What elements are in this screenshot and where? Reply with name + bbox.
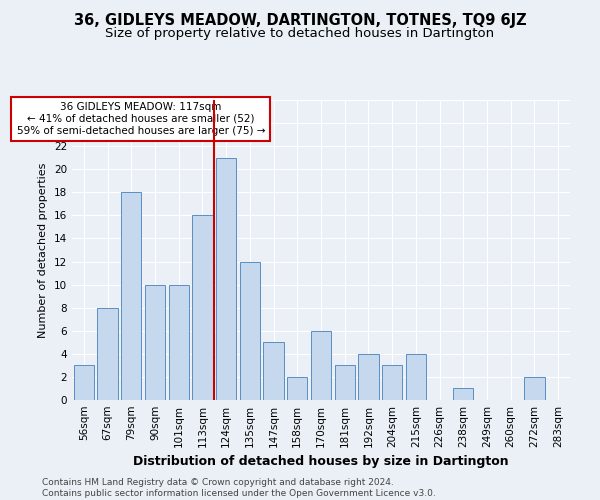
Bar [311,331,331,400]
Bar [240,262,260,400]
Bar [263,342,284,400]
Bar [406,354,426,400]
Bar [97,308,118,400]
Bar [145,284,165,400]
Bar [216,158,236,400]
Text: Contains HM Land Registry data © Crown copyright and database right 2024.
Contai: Contains HM Land Registry data © Crown c… [42,478,436,498]
Bar [193,216,212,400]
Bar [453,388,473,400]
Bar [335,366,355,400]
Bar [169,284,189,400]
X-axis label: Distribution of detached houses by size in Dartington: Distribution of detached houses by size … [133,456,509,468]
Bar [74,366,94,400]
Bar [382,366,402,400]
Bar [358,354,379,400]
Text: 36 GIDLEYS MEADOW: 117sqm
← 41% of detached houses are smaller (52)
59% of semi-: 36 GIDLEYS MEADOW: 117sqm ← 41% of detac… [17,102,265,136]
Bar [121,192,142,400]
Bar [524,377,545,400]
Y-axis label: Number of detached properties: Number of detached properties [38,162,49,338]
Text: 36, GIDLEYS MEADOW, DARTINGTON, TOTNES, TQ9 6JZ: 36, GIDLEYS MEADOW, DARTINGTON, TOTNES, … [74,12,526,28]
Text: Size of property relative to detached houses in Dartington: Size of property relative to detached ho… [106,28,494,40]
Bar [287,377,307,400]
